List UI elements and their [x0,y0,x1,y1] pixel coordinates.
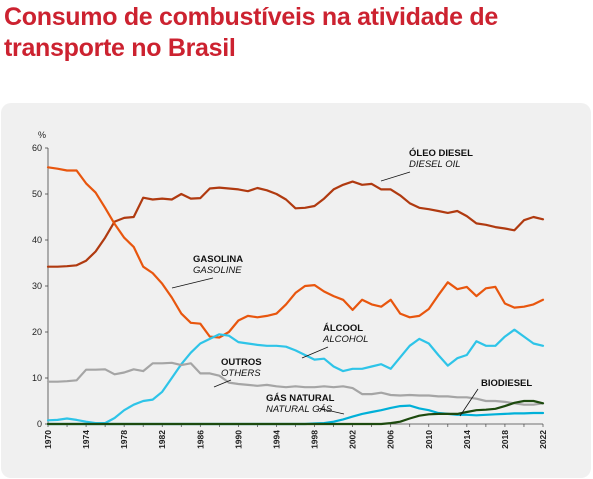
label-gasolina: GASOLINA [193,254,243,265]
label-alcool: ÁLCOOL [323,323,363,334]
y-axis-unit-label: % [38,130,46,140]
y-tick-label: 40 [32,235,42,245]
x-tick-label: 1970 [43,430,53,449]
label-en-oleo-diesel: DIESEL OIL [409,159,461,170]
x-tick-label: 1982 [157,430,167,449]
label-en-outros: OTHERS [221,368,261,379]
y-tick-label: 20 [32,327,42,337]
x-tick-label: 1994 [271,430,281,449]
label-gas-natural: GÁS NATURAL [266,393,335,404]
title-line-1: Consumo de combustíveis na atividade de [4,3,498,31]
series-line-biodiesel [46,399,545,426]
y-tick-label: 60 [32,143,42,153]
leader-line-outros [213,379,232,388]
leader-line-gas-natural [317,407,345,415]
label-outros: OUTROS [221,357,262,368]
label-oleo-diesel: ÓLEO DIESEL [409,147,473,159]
leader-line-alcool [301,346,329,359]
title-line-2: transporte no Brasil [4,34,236,62]
series-line-alcool [46,328,545,425]
series-layer [46,166,545,426]
x-tick-label: 2010 [424,430,434,449]
x-tick-label: 1990 [233,430,243,449]
leader-line-gasolina [171,277,214,289]
x-tick-label: 2018 [500,430,510,449]
label-en-gasolina: GASOLINE [193,265,242,276]
series-line-outros [46,361,545,406]
x-tick-label: 2006 [386,430,396,449]
label-biodiesel: BIODIESEL [481,378,532,389]
x-tick-label: 1974 [81,430,91,449]
x-tick-label: 2022 [538,430,548,449]
y-tick-label: 50 [32,189,42,199]
page-title: Consumo de combustíveis na atividade de … [4,2,589,64]
y-tick-label: 0 [37,419,42,429]
x-tick-label: 2014 [462,430,472,449]
label-en-alcool: ALCOHOL [322,334,368,345]
x-tick-label: 1998 [310,430,320,449]
leader-line-biodiesel [459,388,479,417]
series-line-gasolina [46,166,545,339]
label-en-gas-natural: NATURAL GÁS [266,404,333,415]
series-line-oleo-diesel [46,180,545,268]
x-tick-label: 1978 [119,430,129,449]
x-tick-label: 1986 [195,430,205,449]
x-tick-label: 2002 [348,430,358,449]
y-tick-label: 10 [32,373,42,383]
leader-line-oleo-diesel [380,171,411,182]
y-tick-label: 30 [32,281,42,291]
